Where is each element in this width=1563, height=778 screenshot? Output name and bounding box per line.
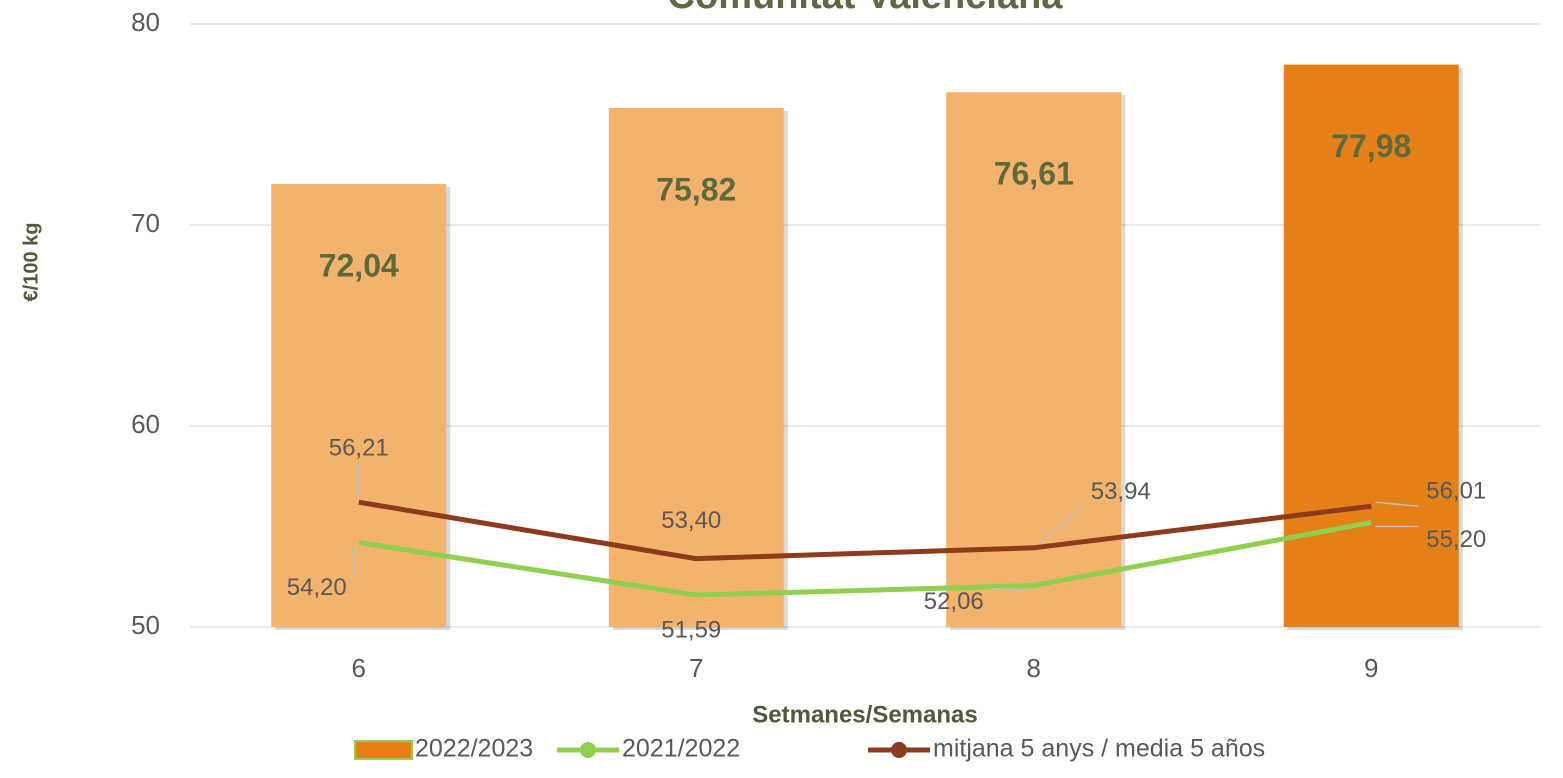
leader-line (1037, 506, 1084, 545)
x-tick-label: 9 (1364, 653, 1378, 683)
line-value-label: 51,59 (661, 616, 721, 643)
legend-marker (580, 742, 596, 758)
bar (946, 92, 1122, 628)
leader-line (1375, 501, 1419, 507)
x-axis-label: Setmanes/Semanas (752, 701, 977, 728)
legend-label: 2022/2023 (415, 735, 533, 763)
legend-swatch (354, 740, 413, 760)
bar (608, 108, 784, 627)
line (358, 499, 1372, 562)
line-value-label: 53,40 (661, 507, 721, 534)
legend-label: 2021/2022 (622, 735, 740, 763)
y-tick-label: 50 (131, 610, 160, 640)
bar-value-label: 76,61 (994, 156, 1074, 192)
x-tick-label: 6 (352, 653, 366, 683)
chart-title: Comunitat Valenciana (668, 0, 1064, 17)
y-axis-label: €/100 kg (20, 223, 42, 302)
y-tick-label: 70 (131, 208, 160, 238)
x-tick-label: 8 (1027, 653, 1041, 683)
line-value-label: 52,06 (924, 588, 984, 615)
line-value-label: 53,94 (1091, 478, 1151, 505)
legend-marker (891, 742, 907, 758)
line-value-label: 56,01 (1426, 478, 1486, 505)
line-value-label: 56,21 (329, 435, 389, 462)
bar-value-label: 75,82 (656, 171, 736, 207)
x-tick-label: 7 (689, 653, 703, 683)
bar-value-label: 77,98 (1331, 128, 1411, 164)
leader-line (991, 587, 1030, 591)
legend-label: mitjana 5 anys / media 5 años (933, 735, 1265, 763)
line-value-label: 54,20 (287, 574, 347, 601)
y-tick-label: 60 (131, 409, 160, 439)
y-tick-label: 80 (131, 7, 160, 37)
line (358, 520, 1372, 598)
bar-value-label: 72,04 (319, 247, 399, 283)
line-value-label: 55,20 (1426, 526, 1486, 553)
